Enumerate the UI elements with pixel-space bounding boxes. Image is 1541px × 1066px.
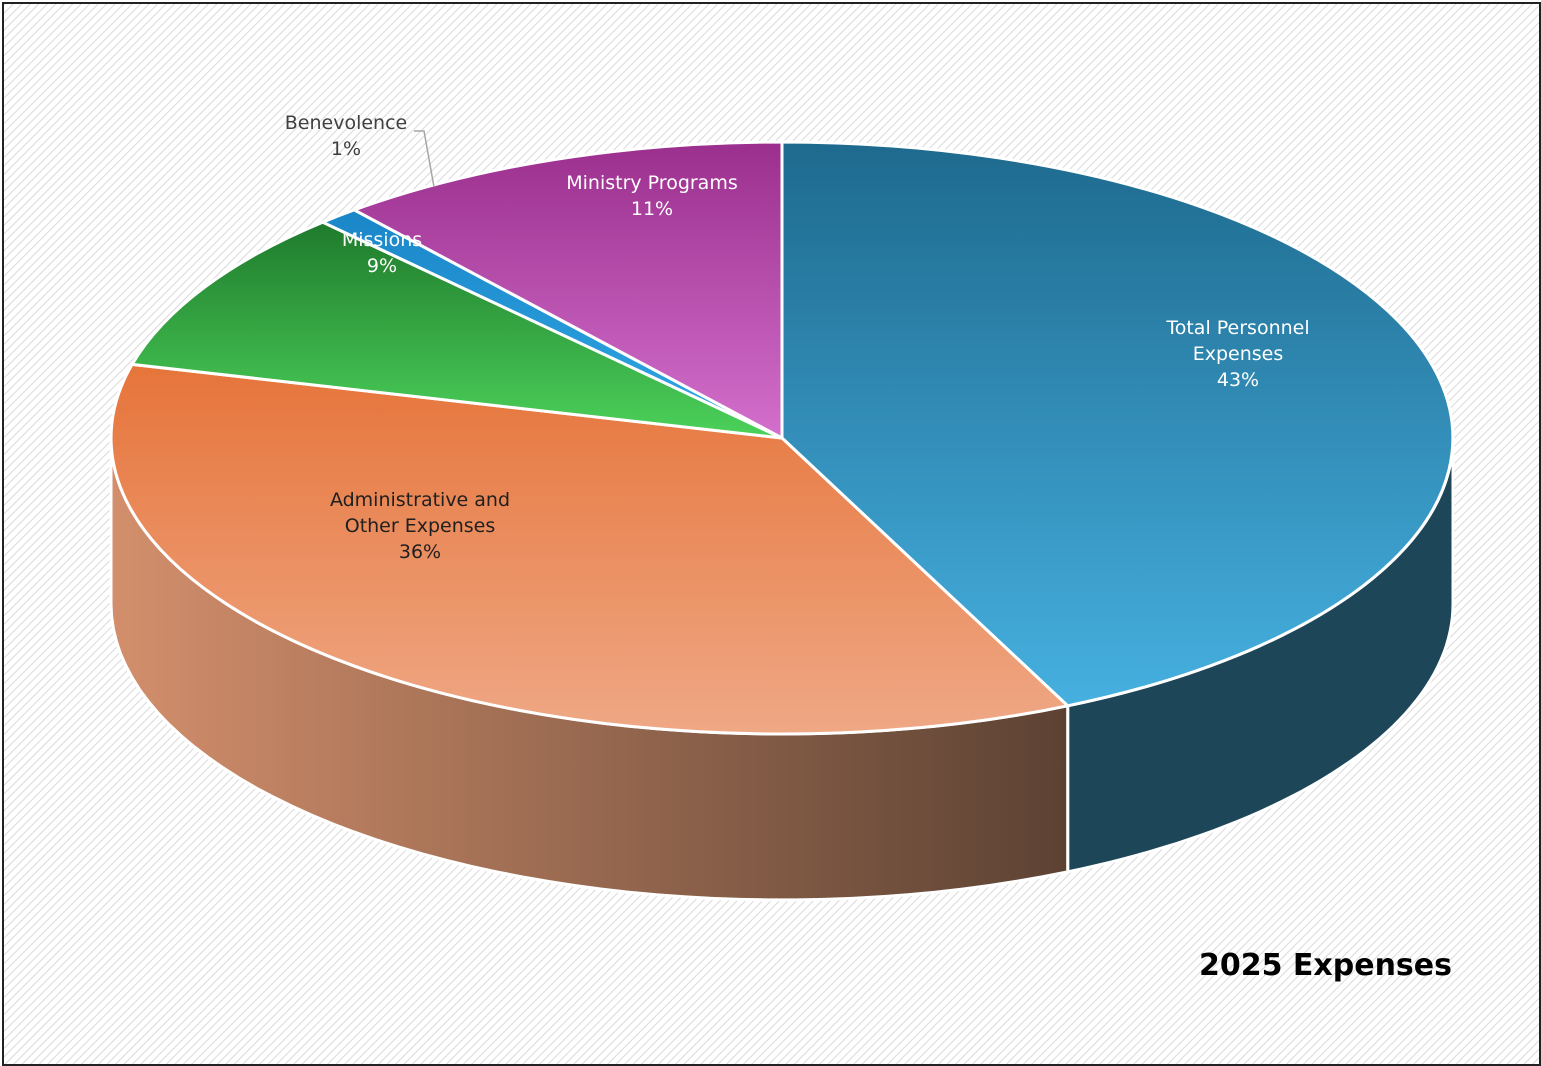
pie-slice-administrative-and-other-expenses [109,362,1070,736]
leader-line-benevolence [414,130,435,188]
data-label-total-personnel-expenses: Total Personnel Expenses 43% [1165,317,1309,391]
data-label-missions: Missions 9% [342,229,422,277]
data-label-ministry-programs: Ministry Programs 11% [566,172,738,220]
data-label-administrative-and-other-expenses: Administrative and Other Expenses 36% [330,489,510,563]
pie-tops [109,140,1455,736]
chart-title: 2025 Expenses [1199,948,1452,983]
pie-slice-ministry-programs [352,140,784,440]
pie-slice-total-personnel-expenses [780,140,1455,708]
data-label-benevolence: Benevolence 1% [285,112,407,160]
pie-labels: Total Personnel Expenses 43% Administrative… [285,112,1310,563]
pie-chart: Total Personnel Expenses 43% Administrative… [4,4,1539,1064]
pie-slice-missions [130,220,784,440]
